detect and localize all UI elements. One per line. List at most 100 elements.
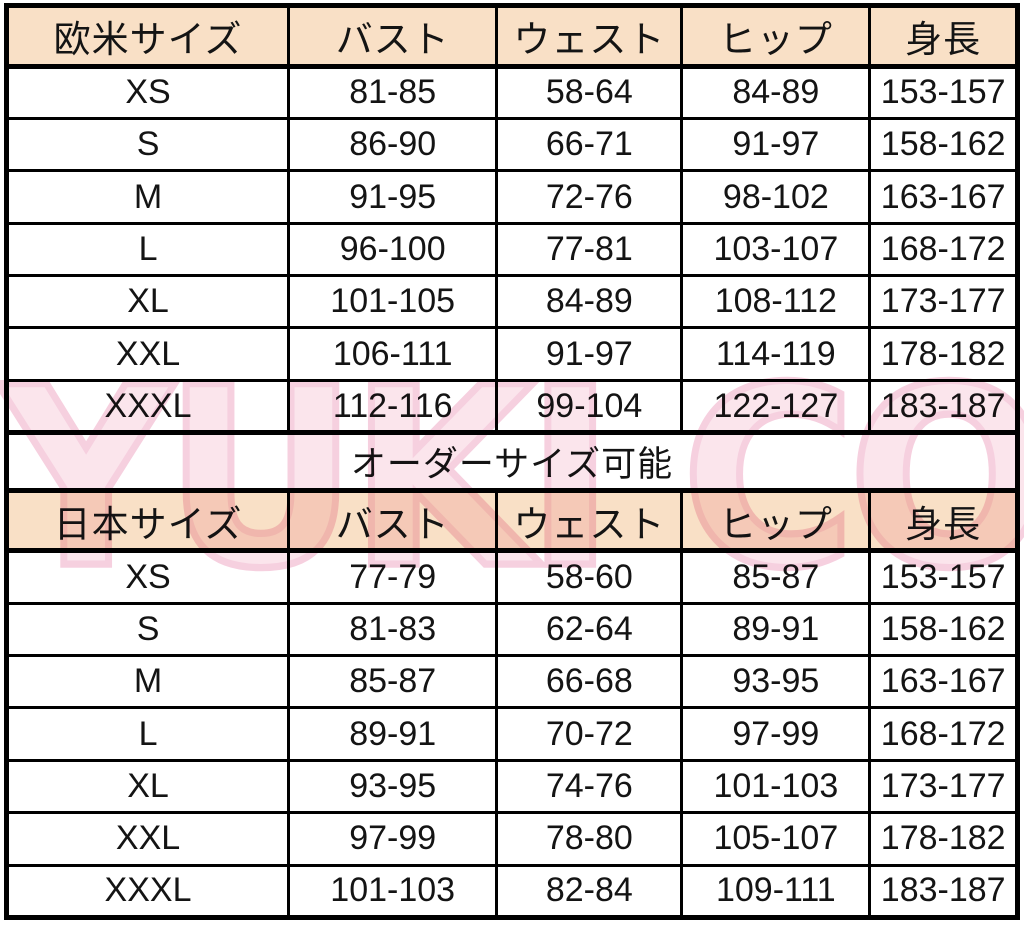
table-cell: M (4, 654, 291, 710)
table-cell: 163-167 (868, 654, 1019, 710)
table-cell: 158-162 (868, 601, 1019, 658)
table-row: XS 77-79 58-60 85-87 153-157 (4, 549, 1019, 605)
table-cell: 74-76 (495, 758, 684, 815)
table-cell: L (4, 706, 291, 762)
table-row: XXXL 112-116 99-104 122-127 183-187 (4, 378, 1019, 436)
japan-size-body: XS 77-79 58-60 85-87 153-157 S 81-83 62-64 89-91… (4, 549, 1019, 921)
table-cell: 153-157 (868, 64, 1019, 120)
table-cell: 84-89 (495, 274, 684, 330)
table-cell: 81-83 (287, 601, 499, 658)
size-chart-page: 欧米サイズ バスト ウェスト ヒップ 身長 XS 81-85 58-64 84-89 153-1… (0, 3, 1024, 925)
table-cell: 98-102 (680, 169, 872, 225)
order-size-section: オーダーサイズ可能 (5, 430, 1019, 493)
table-row: M 85-87 66-68 93-95 163-167 (4, 654, 1019, 710)
table-cell: 168-172 (868, 221, 1019, 278)
table-cell: 163-167 (868, 169, 1019, 225)
table-cell: 77-79 (287, 549, 499, 605)
table-cell: 66-71 (495, 116, 684, 173)
table-cell: XXL (4, 811, 291, 867)
table-row: XL 93-95 74-76 101-103 173-177 (4, 758, 1019, 815)
table-cell: 81-85 (287, 64, 499, 120)
column-header: 日本サイズ (4, 488, 291, 554)
table-cell: 173-177 (868, 274, 1019, 330)
table-row: S 86-90 66-71 91-97 158-162 (4, 116, 1019, 173)
table-row: S 81-83 62-64 89-91 158-162 (4, 601, 1019, 658)
table-cell: 114-119 (680, 326, 872, 382)
table-cell: 178-182 (868, 811, 1019, 867)
column-header: ヒップ (680, 488, 872, 554)
table-row: XXL 97-99 78-80 105-107 178-182 (4, 811, 1019, 867)
table-cell: 91-95 (287, 169, 499, 225)
table-cell: M (4, 169, 291, 225)
table-cell: 183-187 (868, 378, 1019, 436)
column-header: ヒップ (680, 4, 872, 69)
table-row: XXL 106-111 91-97 114-119 178-182 (4, 326, 1019, 382)
table-cell: 97-99 (287, 811, 499, 867)
size-chart-table: 欧米サイズ バスト ウェスト ヒップ 身長 XS 81-85 58-64 84-89 153-1… (4, 3, 1020, 921)
table-cell: 89-91 (287, 706, 499, 762)
table-row: L 89-91 70-72 97-99 168-172 (4, 706, 1019, 762)
table-cell: 105-107 (680, 811, 872, 867)
table-cell: 96-100 (287, 221, 499, 278)
column-header: バスト (287, 488, 499, 554)
table-cell: 85-87 (287, 654, 499, 710)
column-header: 身長 (868, 4, 1019, 69)
table-cell: 86-90 (287, 116, 499, 173)
table-cell: XXXL (4, 378, 291, 436)
table-cell: 58-60 (495, 549, 684, 605)
order-size-note: オーダーサイズ可能 (5, 430, 1019, 493)
table-cell: 70-72 (495, 706, 684, 762)
table-cell: 101-103 (680, 758, 872, 815)
table-cell: 158-162 (868, 116, 1019, 173)
table-cell: 89-91 (680, 601, 872, 658)
table-cell: 66-68 (495, 654, 684, 710)
table-cell: XXXL (4, 863, 291, 921)
column-header: ウェスト (495, 488, 684, 554)
column-header: ウェスト (495, 4, 684, 69)
western-size-header-section: 欧米サイズ バスト ウェスト ヒップ 身長 (4, 4, 1019, 69)
table-cell: 168-172 (868, 706, 1019, 762)
table-cell: 77-81 (495, 221, 684, 278)
column-header: 欧米サイズ (4, 4, 291, 69)
table-cell: 97-99 (680, 706, 872, 762)
column-header: バスト (287, 4, 499, 69)
japan-size-header-section: 日本サイズ バスト ウェスト ヒップ 身長 (4, 488, 1019, 554)
table-row: M 91-95 72-76 98-102 163-167 (4, 169, 1019, 225)
table-cell: 178-182 (868, 326, 1019, 382)
column-header: 身長 (868, 488, 1019, 554)
table-cell: 72-76 (495, 169, 684, 225)
table-row: L 96-100 77-81 103-107 168-172 (4, 221, 1019, 278)
table-cell: 101-103 (287, 863, 499, 921)
table-cell: 122-127 (680, 378, 872, 436)
table-cell: 101-105 (287, 274, 499, 330)
western-size-header-row: 欧米サイズ バスト ウェスト ヒップ 身長 (4, 4, 1019, 69)
table-cell: L (4, 221, 291, 278)
table-row: XS 81-85 58-64 84-89 153-157 (4, 64, 1019, 120)
table-cell: XL (4, 758, 291, 815)
table-cell: XS (4, 549, 291, 605)
table-cell: 91-97 (680, 116, 872, 173)
table-cell: 85-87 (680, 549, 872, 605)
table-cell: XL (4, 274, 291, 330)
table-cell: 108-112 (680, 274, 872, 330)
table-cell: 106-111 (287, 326, 499, 382)
table-cell: 91-97 (495, 326, 684, 382)
table-row: XXXL 101-103 82-84 109-111 183-187 (4, 863, 1019, 921)
order-size-row: オーダーサイズ可能 (5, 430, 1019, 493)
table-cell: 84-89 (680, 64, 872, 120)
table-cell: 99-104 (495, 378, 684, 436)
table-cell: 109-111 (680, 863, 872, 921)
table-cell: 112-116 (287, 378, 499, 436)
japan-size-header-row: 日本サイズ バスト ウェスト ヒップ 身長 (4, 488, 1019, 554)
table-cell: 93-95 (287, 758, 499, 815)
table-row: XL 101-105 84-89 108-112 173-177 (4, 274, 1019, 330)
table-cell: 78-80 (495, 811, 684, 867)
table-cell: 93-95 (680, 654, 872, 710)
table-cell: 153-157 (868, 549, 1019, 605)
table-cell: 183-187 (868, 863, 1019, 921)
table-cell: S (4, 116, 291, 173)
table-cell: XXL (4, 326, 291, 382)
table-cell: 82-84 (495, 863, 684, 921)
table-cell: XS (4, 64, 291, 120)
table-cell: 62-64 (495, 601, 684, 658)
